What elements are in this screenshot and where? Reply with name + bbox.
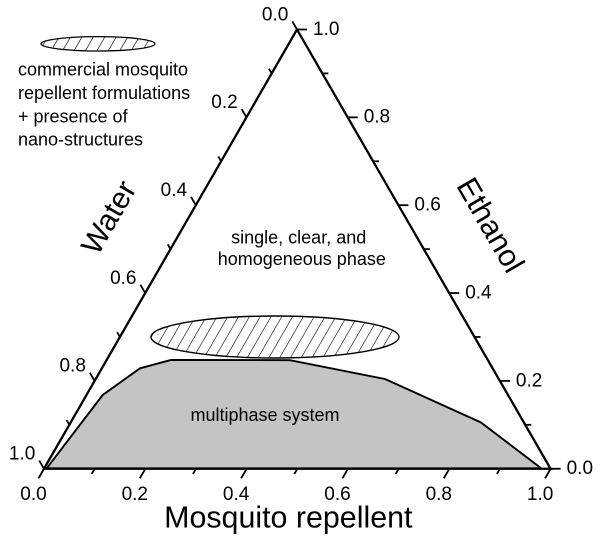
svg-text:0.4: 0.4 — [161, 180, 188, 201]
svg-text:0.2: 0.2 — [516, 370, 542, 391]
svg-text:+ presence of: + presence of — [18, 106, 129, 126]
svg-text:commercial mosquito: commercial mosquito — [18, 60, 188, 80]
svg-text:1.0: 1.0 — [527, 484, 553, 505]
svg-text:1.0: 1.0 — [313, 19, 339, 40]
svg-text:0.0: 0.0 — [20, 484, 46, 505]
svg-text:0.4: 0.4 — [465, 282, 492, 303]
svg-text:multiphase system: multiphase system — [190, 405, 339, 425]
svg-text:0.2: 0.2 — [211, 92, 237, 113]
svg-text:single, clear, and: single, clear, and — [231, 227, 366, 247]
svg-text:1.0: 1.0 — [9, 444, 35, 465]
svg-text:0.6: 0.6 — [414, 195, 440, 216]
svg-text:homogeneous phase: homogeneous phase — [218, 249, 386, 269]
svg-text:0.8: 0.8 — [426, 484, 452, 505]
svg-text:0.8: 0.8 — [364, 107, 390, 128]
svg-text:0.6: 0.6 — [110, 268, 136, 289]
svg-text:0.4: 0.4 — [223, 484, 250, 505]
svg-text:repellent formulations: repellent formulations — [18, 83, 190, 103]
svg-text:0.2: 0.2 — [122, 484, 148, 505]
svg-text:Mosquito repellent: Mosquito repellent — [164, 501, 413, 535]
svg-text:0.8: 0.8 — [59, 356, 85, 377]
svg-text:0.0: 0.0 — [567, 458, 593, 479]
svg-text:0.0: 0.0 — [262, 4, 288, 25]
svg-text:nano-structures: nano-structures — [18, 130, 143, 150]
svg-text:0.6: 0.6 — [324, 484, 350, 505]
